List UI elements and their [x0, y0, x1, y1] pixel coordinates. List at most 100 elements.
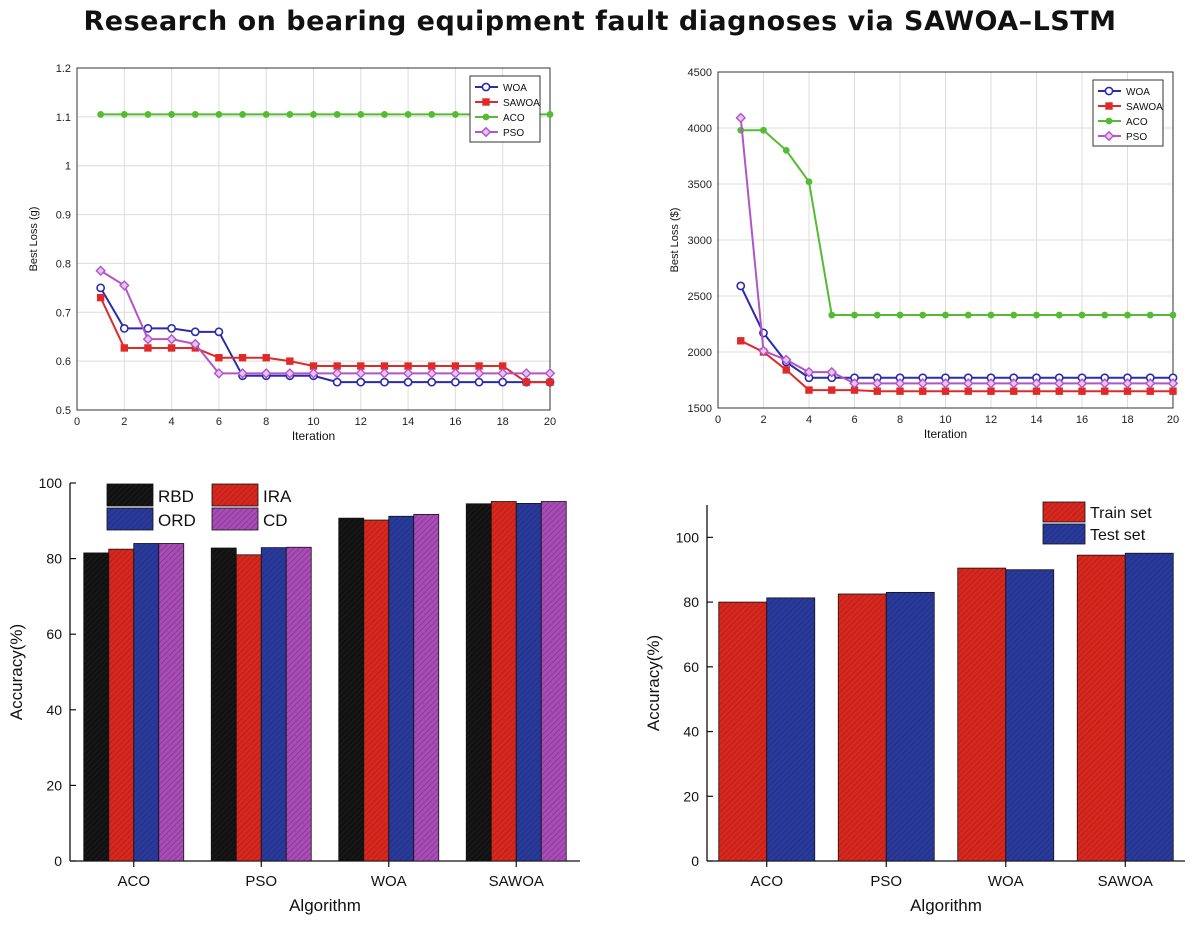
series-line — [739, 117, 1173, 385]
data-point — [782, 147, 790, 154]
y-tick-label: 2500 — [688, 291, 712, 303]
bar-rbd — [83, 552, 110, 862]
x-tick-label: 18 — [497, 416, 509, 428]
x-tick-label: 20 — [1167, 414, 1179, 426]
y-tick-label: 1.2 — [56, 63, 71, 75]
series-aco — [737, 126, 1177, 319]
bar-test-set — [766, 597, 816, 862]
data-point — [544, 368, 556, 379]
data-point — [1031, 378, 1042, 389]
loss-chart-grams: 0 2 4 6 8 10 12 14 16 18 20 0.5 0.6 0.7 0.8 0.9 1 1.1 1.2 I… — [28, 63, 556, 443]
data-point — [167, 324, 176, 333]
legend-label: CD — [263, 511, 288, 530]
data-point — [143, 324, 153, 333]
data-point — [987, 311, 995, 319]
x-tick-label: 10 — [307, 416, 319, 428]
data-point — [942, 311, 949, 319]
bar-rbd — [465, 503, 492, 862]
bar-ord — [388, 515, 415, 862]
x-axis-label: Iteration — [292, 429, 335, 443]
data-point — [214, 327, 224, 337]
y-tick-label: 1 — [65, 161, 71, 173]
data-point — [262, 111, 270, 118]
legend-marker — [1105, 117, 1113, 125]
x-tick-label: ACO — [117, 873, 150, 890]
bar-cd — [285, 546, 312, 862]
legend-label: WOA — [1126, 87, 1150, 98]
data-point — [381, 111, 388, 118]
data-point — [851, 311, 858, 319]
data-point — [168, 111, 176, 118]
data-point — [1169, 311, 1177, 319]
series-pso — [95, 265, 556, 379]
x-tick-label: WOA — [988, 873, 1024, 890]
x-tick-label: 10 — [939, 414, 951, 426]
x-tick-label: 4 — [806, 414, 812, 426]
legend: Train set Test set — [1042, 501, 1152, 545]
legend-label: ORD — [158, 511, 196, 530]
plot-frame — [76, 67, 551, 411]
data-point — [332, 377, 342, 387]
data-point — [941, 387, 950, 395]
series-woa — [736, 281, 1178, 383]
data-point — [1032, 387, 1041, 395]
data-point — [119, 324, 129, 333]
data-point — [758, 345, 769, 357]
data-point — [1099, 378, 1111, 389]
legend-label: RBD — [158, 487, 194, 506]
data-point — [521, 368, 532, 379]
data-point — [284, 368, 296, 379]
accuracy-chart-fault-types: 0 20 40 60 80 100 ACO PSO WOA SAWOA Algorithm Accur… — [7, 475, 580, 915]
bar-train-set — [837, 593, 887, 862]
data-point — [473, 368, 485, 379]
data-point — [917, 378, 929, 389]
x-tick-label: 2 — [121, 416, 127, 428]
data-point — [356, 377, 366, 387]
data-point — [1167, 378, 1179, 389]
y-tick-label: 3500 — [688, 179, 712, 191]
y-tick-label: 3000 — [688, 235, 712, 247]
data-point — [120, 111, 128, 118]
data-point — [1101, 387, 1109, 395]
legend-label: PSO — [503, 128, 524, 139]
data-point — [215, 111, 223, 118]
x-tick-label: PSO — [870, 873, 902, 890]
data-point — [308, 368, 319, 379]
page-title: Research on bearing equipment fault diag… — [83, 6, 1117, 37]
y-tick-label: 0.7 — [56, 307, 71, 319]
data-point — [964, 311, 972, 319]
bar-test-set — [1005, 569, 1055, 862]
data-point — [873, 311, 881, 319]
data-point — [546, 111, 554, 118]
data-point — [736, 281, 746, 291]
x-tick-label: PSO — [245, 873, 277, 890]
x-tick-label: ACO — [750, 873, 783, 890]
y-tick-label: 0.9 — [56, 210, 71, 222]
x-tick-label: 16 — [1076, 414, 1088, 426]
data-point — [191, 111, 199, 118]
data-point — [735, 112, 747, 124]
legend-label: ACO — [503, 113, 525, 124]
x-tick-label: 0 — [74, 416, 80, 428]
x-axis-label: Iteration — [924, 427, 967, 441]
data-point — [1101, 311, 1109, 319]
x-tick-label: SAWOA — [1098, 873, 1153, 890]
data-point — [333, 111, 341, 118]
data-point — [871, 378, 883, 389]
data-point — [782, 366, 790, 374]
data-point — [379, 368, 390, 379]
y-axis-label: Accuracy(%) — [644, 635, 663, 731]
x-tick-label: 8 — [263, 416, 269, 428]
bar-test-set — [885, 591, 935, 862]
x-tick-label: 2 — [760, 414, 766, 426]
data-point — [96, 293, 105, 302]
legend: RBD IRA ORD CD — [106, 483, 292, 531]
x-axis-label: Algorithm — [289, 896, 361, 915]
x-tick-label: 0 — [715, 414, 721, 426]
series-line — [740, 129, 1173, 317]
data-point — [427, 377, 437, 387]
accuracy-chart-train-test: 0 20 40 60 80 100 ACO PSO WOA SAWOA Algorithm Accur… — [644, 501, 1185, 915]
y-tick-label: 60 — [683, 659, 699, 675]
data-point — [497, 368, 508, 379]
data-point — [1124, 311, 1131, 319]
